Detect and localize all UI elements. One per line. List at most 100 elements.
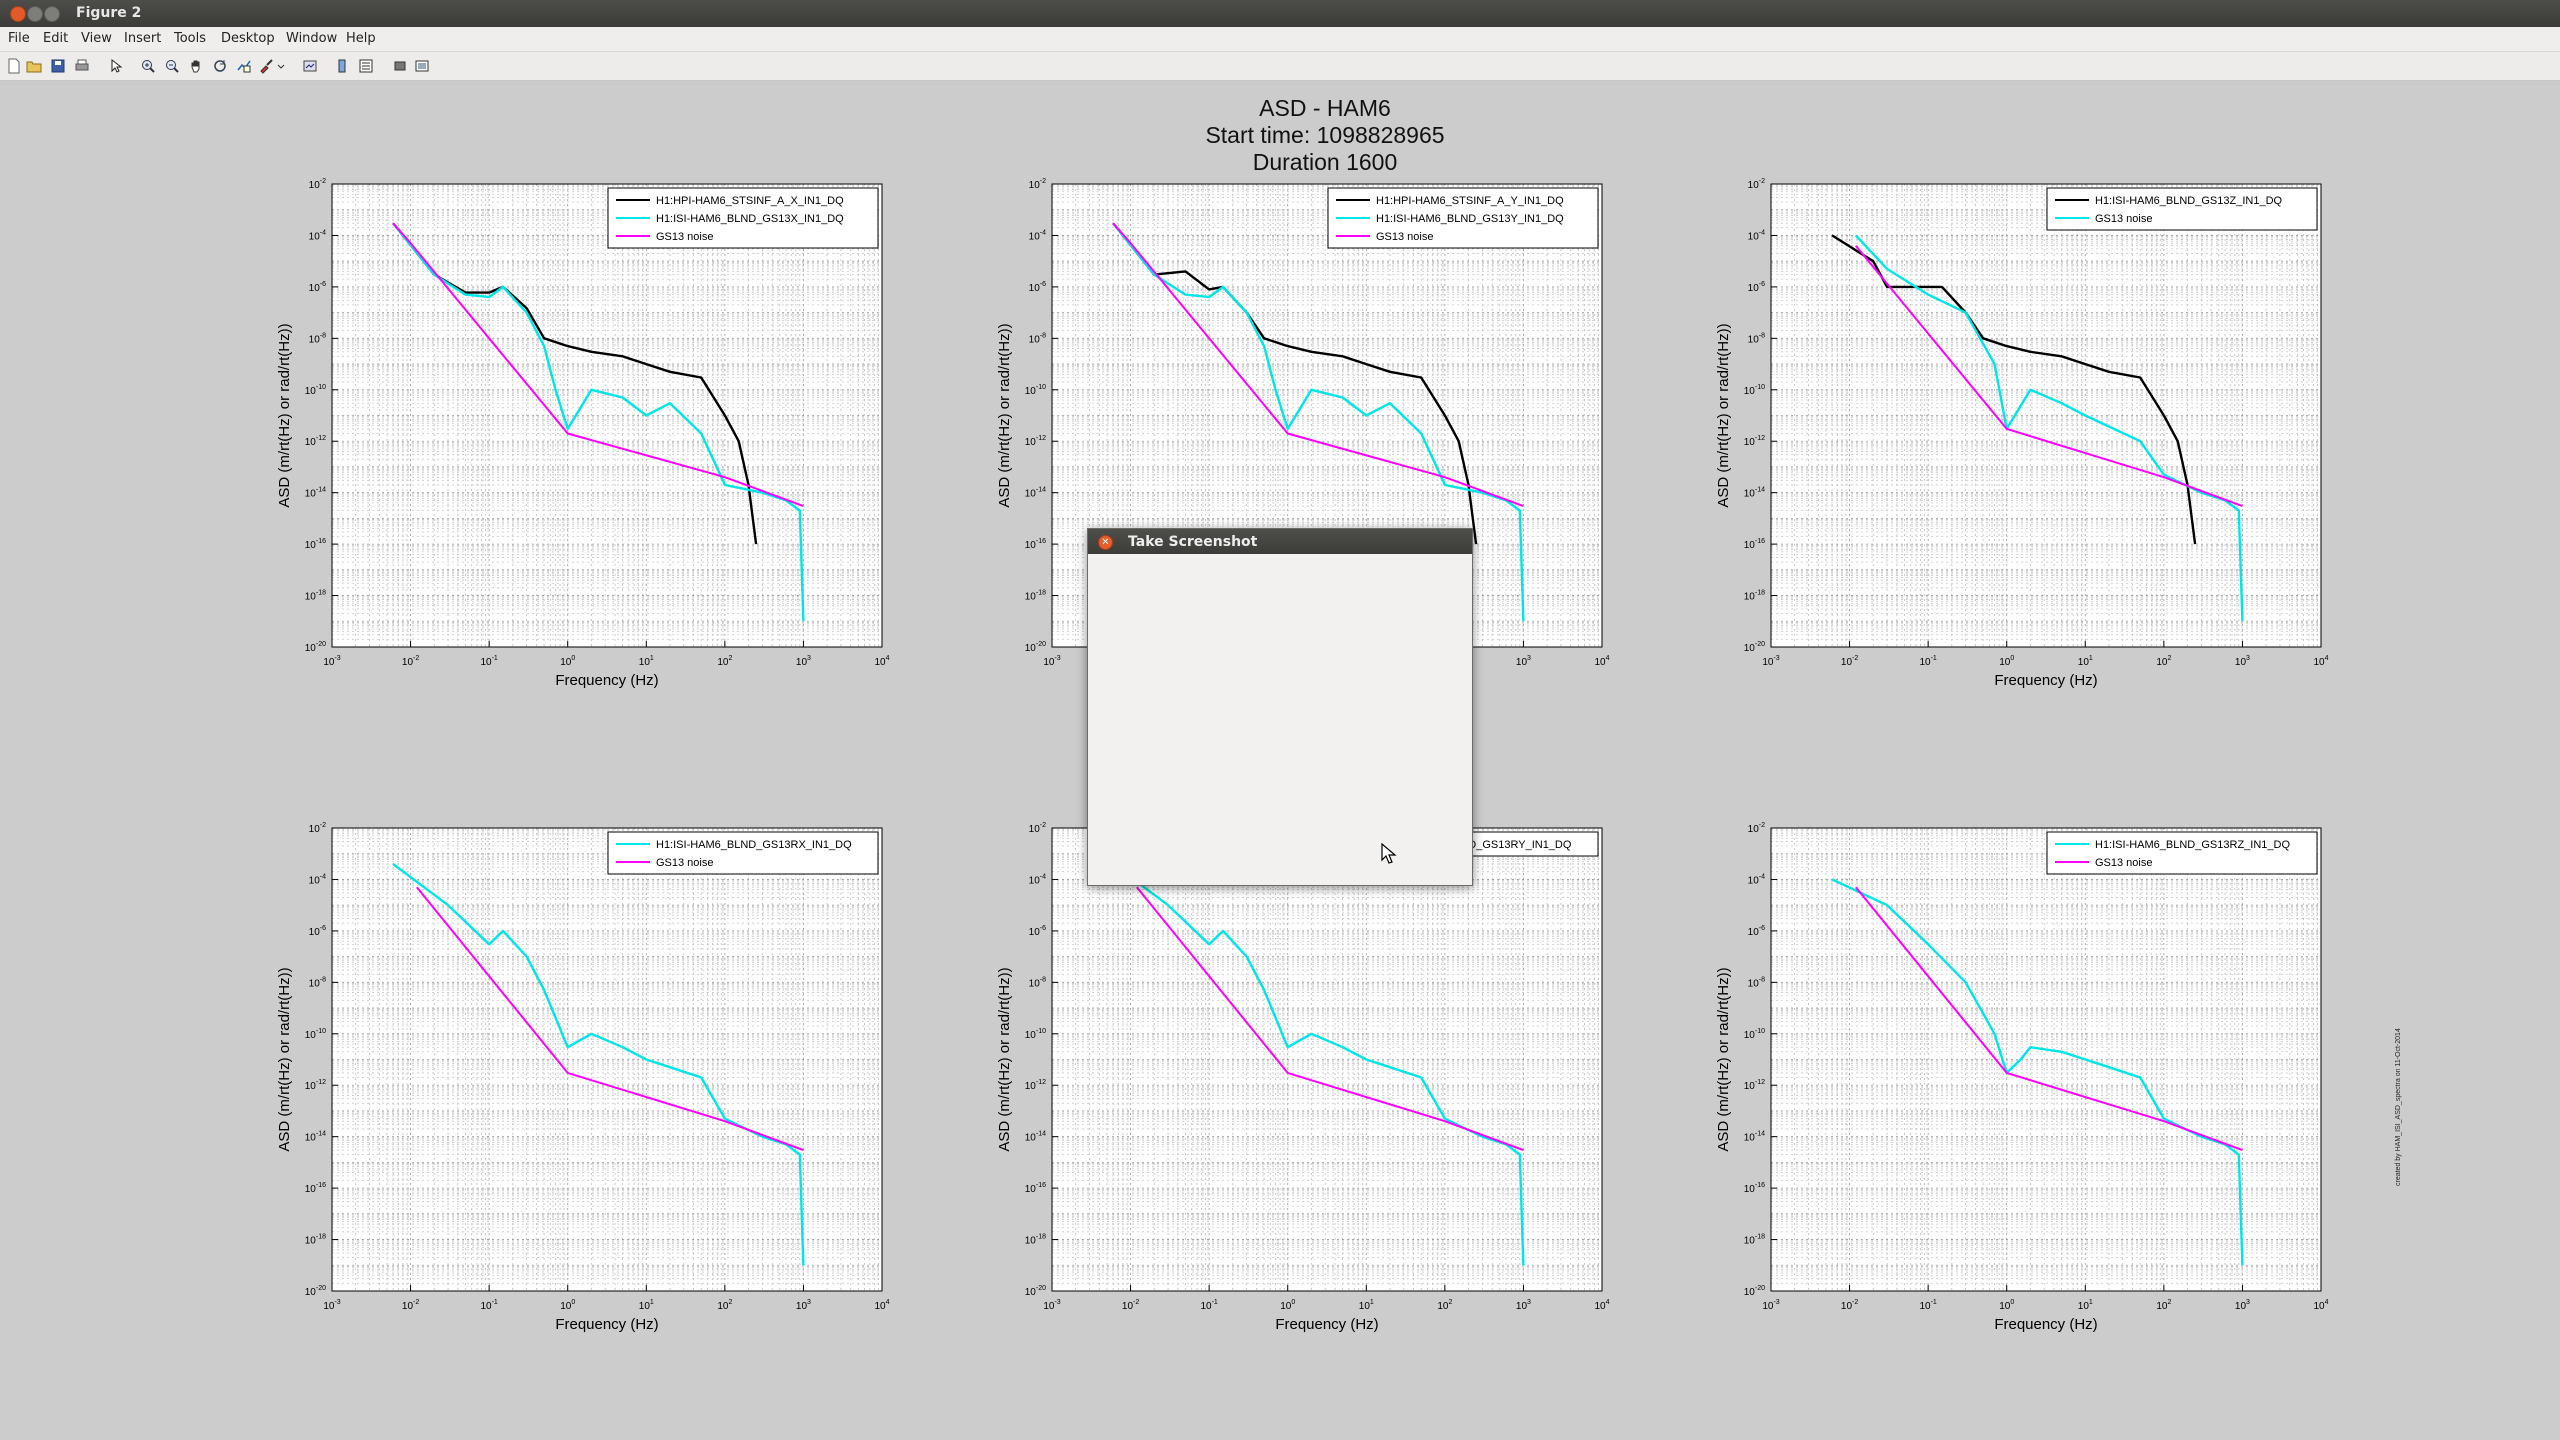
menu-insert[interactable]: Insert bbox=[124, 31, 162, 46]
y-tick-label: 10-18 bbox=[1025, 590, 1046, 603]
y-tick-label: 10-18 bbox=[305, 590, 326, 603]
y-tick-label: 10-16 bbox=[305, 1182, 326, 1195]
y-axis-label: ASD (m/rt(Hz) or rad/rt(Hz)) bbox=[1715, 323, 1732, 507]
legend-entry: H1:ISI-HAM6_BLND_GS13RZ_IN1_DQ bbox=[2095, 839, 2290, 851]
close-icon[interactable]: ✕ bbox=[1098, 535, 1113, 550]
legend-box bbox=[1327, 187, 1599, 249]
menu-edit[interactable]: Edit bbox=[43, 31, 69, 46]
x-tick-label: 104 bbox=[874, 655, 889, 668]
y-tick-label: 10-18 bbox=[1744, 590, 1765, 603]
rotate-icon[interactable] bbox=[212, 58, 228, 74]
x-axis-label: Frequency (Hz) bbox=[1994, 1316, 2097, 1333]
x-tick-label: 102 bbox=[717, 1299, 732, 1312]
x-tick-label: 10-3 bbox=[1043, 655, 1060, 668]
x-tick-label: 103 bbox=[1516, 655, 1531, 668]
print-icon[interactable] bbox=[74, 58, 90, 74]
series-line-0 bbox=[392, 863, 805, 1266]
data-cursor-icon[interactable] bbox=[236, 58, 252, 74]
y-tick-label: 10-8 bbox=[309, 976, 326, 989]
chevron-down-icon[interactable] bbox=[276, 58, 286, 74]
y-tick-label: 10-18 bbox=[1744, 1234, 1765, 1247]
x-tick-label: 10-2 bbox=[1841, 1299, 1858, 1312]
zoom-in-icon[interactable] bbox=[140, 58, 156, 74]
y-tick-label: 10-6 bbox=[309, 281, 326, 294]
legend-entry: H1:ISI-HAM6_BLND_GS13Z_IN1_DQ bbox=[2095, 195, 2283, 207]
grid-icon[interactable] bbox=[392, 58, 408, 74]
y-tick-label: 10-10 bbox=[305, 384, 326, 397]
y-tick-label: 10-20 bbox=[1744, 641, 1765, 654]
y-tick-label: 10-14 bbox=[1025, 1131, 1046, 1144]
legend-entry: H1:ISI-HAM6_BLND_GS13X_IN1_DQ bbox=[656, 213, 844, 225]
x-tick-label: 101 bbox=[639, 1299, 654, 1312]
dialog-titlebar[interactable]: ✕ Take Screenshot bbox=[1088, 529, 1472, 554]
figure-toolbar bbox=[0, 52, 2560, 81]
select-arrow-icon[interactable] bbox=[108, 58, 124, 74]
legend-icon[interactable] bbox=[358, 58, 374, 74]
x-tick-label: 104 bbox=[874, 1299, 889, 1312]
x-axis-label: Frequency (Hz) bbox=[555, 672, 658, 689]
y-tick-label: 10-12 bbox=[1025, 435, 1046, 448]
asd-plot-ry: 10-3 10-2 10-1 100 101 102 103 104 10-20 10-18 10-… bbox=[996, 822, 1610, 1333]
y-tick-label: 10-10 bbox=[1744, 1028, 1765, 1041]
menu-tools[interactable]: Tools bbox=[174, 31, 207, 46]
zoom-out-icon[interactable] bbox=[164, 58, 180, 74]
colorbar-icon[interactable] bbox=[334, 58, 350, 74]
y-tick-label: 10-2 bbox=[309, 822, 326, 835]
y-tick-label: 10-14 bbox=[1025, 487, 1046, 500]
save-icon[interactable] bbox=[50, 58, 66, 74]
x-tick-label: 10-3 bbox=[323, 1299, 340, 1312]
x-tick-label: 10-2 bbox=[402, 1299, 419, 1312]
y-tick-label: 10-8 bbox=[1748, 976, 1765, 989]
menu-desktop[interactable]: Desktop bbox=[221, 31, 275, 46]
y-tick-label: 10-16 bbox=[1744, 1182, 1765, 1195]
x-tick-label: 10-1 bbox=[1919, 655, 1936, 668]
x-tick-label: 104 bbox=[1594, 655, 1609, 668]
minimize-icon[interactable] bbox=[27, 6, 43, 22]
legend-box bbox=[607, 831, 879, 875]
menu-help[interactable]: Help bbox=[346, 31, 376, 46]
figure-title-line-2: Start time: 1098828965 bbox=[1205, 122, 1445, 148]
asd-plot-rx: 10-3 10-2 10-1 100 101 102 103 104 10-20 10-18 10-… bbox=[276, 822, 890, 1333]
x-tick-label: 102 bbox=[2156, 655, 2171, 668]
legend-box bbox=[2046, 187, 2318, 231]
plot-tools-icon[interactable] bbox=[414, 58, 430, 74]
y-tick-label: 10-16 bbox=[1744, 538, 1765, 551]
menu-bar: File Edit View Insert Tools Desktop Wind… bbox=[0, 27, 2560, 52]
y-tick-label: 10-14 bbox=[305, 487, 326, 500]
x-tick-label: 10-1 bbox=[480, 655, 497, 668]
link-icon[interactable] bbox=[302, 58, 318, 74]
y-tick-label: 10-14 bbox=[1744, 1131, 1765, 1144]
series-line-2 bbox=[1112, 222, 1524, 508]
x-tick-label: 104 bbox=[2313, 655, 2328, 668]
y-tick-label: 10-20 bbox=[1025, 641, 1046, 654]
window-titlebar[interactable]: Figure 2 bbox=[0, 0, 2560, 27]
y-tick-label: 10-12 bbox=[305, 435, 326, 448]
legend-entry: GS13 noise bbox=[656, 857, 713, 869]
series-line-2 bbox=[392, 222, 804, 508]
x-axis-label: Frequency (Hz) bbox=[1994, 672, 2097, 689]
menu-window[interactable]: Window bbox=[286, 31, 338, 46]
y-tick-label: 10-12 bbox=[1744, 1079, 1765, 1092]
maximize-icon[interactable] bbox=[44, 6, 60, 22]
series-line-1 bbox=[1112, 222, 1525, 622]
legend-entry: GS13 noise bbox=[2095, 213, 2152, 225]
y-tick-label: 10-16 bbox=[1025, 538, 1046, 551]
x-tick-label: 101 bbox=[2078, 655, 2093, 668]
series-line-1 bbox=[1855, 886, 2243, 1152]
open-folder-icon[interactable] bbox=[26, 58, 42, 74]
series-line-0 bbox=[1112, 863, 1525, 1266]
brush-icon[interactable] bbox=[258, 58, 274, 74]
menu-file[interactable]: File bbox=[8, 31, 30, 46]
asd-plot-x: 10-3 10-2 10-1 100 101 102 103 104 10-20 10-18 10-… bbox=[276, 178, 890, 689]
y-axis-label: ASD (m/rt(Hz) or rad/rt(Hz)) bbox=[996, 323, 1013, 507]
close-icon[interactable] bbox=[10, 6, 26, 22]
y-tick-label: 10-6 bbox=[1029, 925, 1046, 938]
y-tick-label: 10-2 bbox=[1748, 822, 1765, 835]
y-tick-label: 10-14 bbox=[305, 1131, 326, 1144]
menu-view[interactable]: View bbox=[81, 31, 112, 46]
pan-hand-icon[interactable] bbox=[188, 58, 204, 74]
x-axis-label: Frequency (Hz) bbox=[555, 1316, 658, 1333]
y-tick-label: 10-10 bbox=[1025, 1028, 1046, 1041]
new-file-icon[interactable] bbox=[6, 58, 22, 74]
take-screenshot-dialog[interactable]: ✕ Take Screenshot bbox=[1087, 528, 1473, 886]
